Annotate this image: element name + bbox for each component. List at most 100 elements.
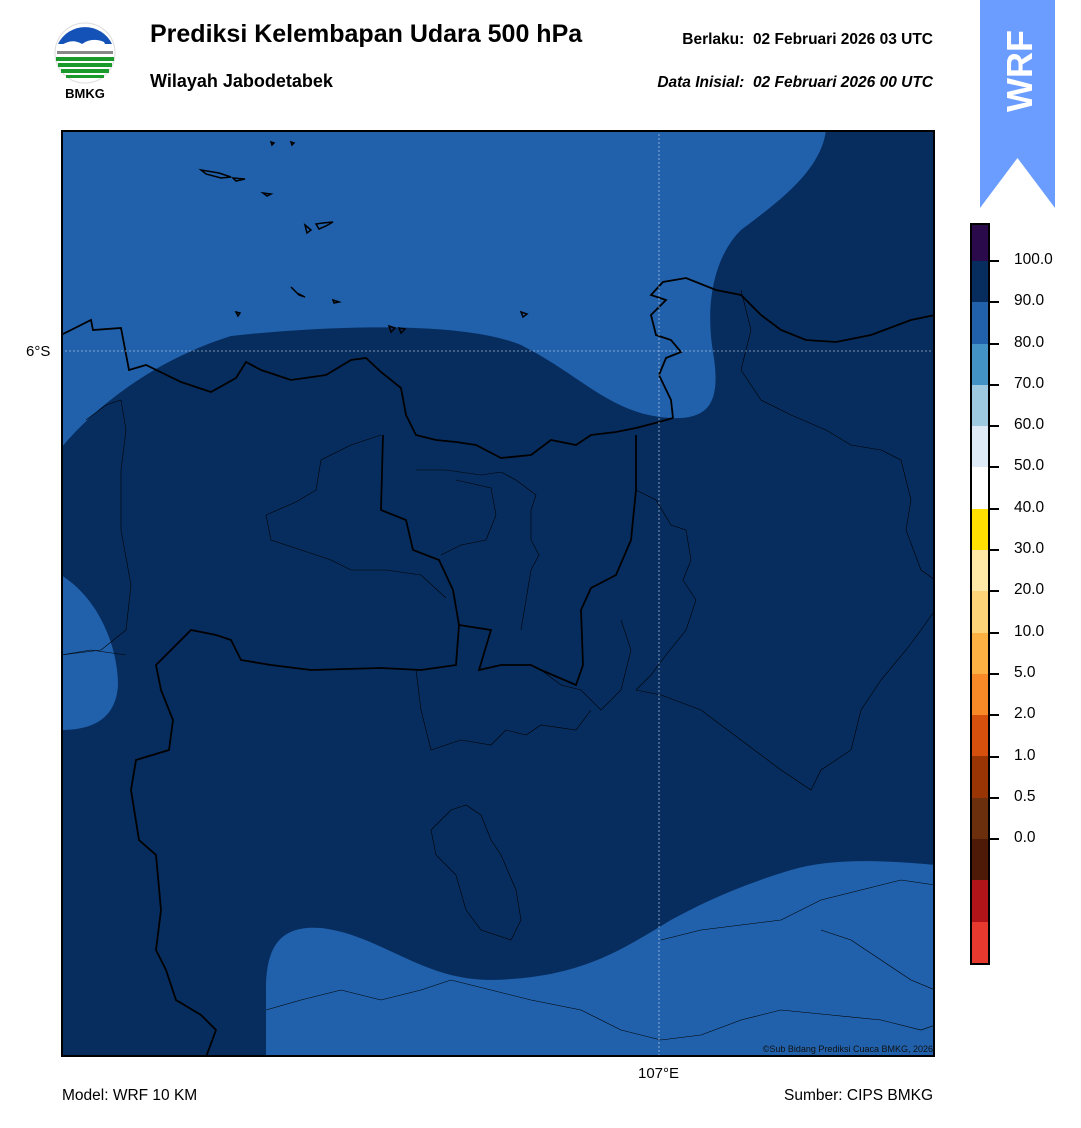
island	[314, 221, 334, 230]
island	[234, 310, 242, 318]
colorbar-segment	[972, 225, 988, 261]
colorbar-label: 20.0	[1014, 581, 1045, 599]
colorbar-tick	[990, 301, 999, 304]
district-border	[820, 929, 935, 991]
colorbar-segment	[972, 591, 988, 633]
island	[269, 140, 276, 147]
colorbar-label: 1.0	[1014, 746, 1036, 764]
island	[303, 222, 313, 235]
colorbar-segment	[972, 715, 988, 757]
colorbar-label: 70.0	[1014, 374, 1045, 392]
colorbar-tick	[990, 342, 999, 345]
district-border	[61, 399, 132, 656]
district-border	[635, 609, 935, 791]
colorbar-label: 90.0	[1014, 292, 1045, 310]
init-time-value: 02 Februari 2026 00 UTC	[752, 74, 933, 91]
region-subtitle: Wilayah Jabodetabek	[150, 71, 333, 91]
page-title: Prediksi Kelembapan Udara 500 hPa	[150, 20, 583, 48]
colorbar-label: 5.0	[1014, 663, 1036, 681]
colorbar-segment	[972, 797, 988, 839]
colorbar-tick	[990, 631, 999, 634]
district-border	[635, 489, 697, 691]
island	[198, 168, 232, 179]
east-coastline	[649, 277, 935, 419]
model-label: Model: WRF 10 KM	[62, 1087, 198, 1104]
district-border	[415, 669, 592, 751]
colorbar-label: 0.0	[1014, 829, 1036, 847]
district-border	[416, 469, 540, 631]
district-border	[430, 804, 522, 941]
colorbar-tick	[990, 425, 999, 428]
colorbar-label: 50.0	[1014, 457, 1045, 475]
valid-time: Berlaku: 02 Februari 2026 03 UTC	[682, 31, 933, 49]
source-label: Sumber: CIPS BMKG	[783, 1087, 933, 1104]
district-border	[740, 289, 935, 581]
colorbar-tick	[990, 590, 999, 593]
island	[519, 310, 529, 319]
colorbar-tick	[990, 466, 999, 469]
colorbar-segment	[972, 880, 988, 922]
district-border	[61, 649, 127, 656]
district-border	[660, 879, 935, 941]
map-panel	[61, 130, 935, 1057]
init-time-label: Data Inisial:	[657, 74, 745, 91]
district-border	[440, 479, 497, 556]
valid-time-label: Berlaku:	[682, 31, 745, 48]
colorbar-segment	[972, 921, 988, 963]
colorbar-tick	[990, 672, 999, 675]
district-border	[265, 979, 935, 1041]
wrf-banner-text: WRF	[999, 30, 1040, 112]
island	[289, 140, 296, 147]
province-border-west	[130, 434, 460, 1057]
colorbar-tick	[990, 796, 999, 799]
colorbar-tick	[990, 383, 999, 386]
colorbar-tick	[990, 549, 999, 552]
colorbar-segment	[972, 508, 988, 550]
province-border-jakarta	[458, 435, 637, 687]
latitude-label: 6°S	[26, 343, 51, 360]
island	[231, 177, 246, 182]
colorbar-segment	[972, 426, 988, 468]
district-border	[265, 434, 447, 599]
colorbar-tick	[990, 755, 999, 758]
colorbar-segment	[972, 302, 988, 344]
colorbar	[970, 223, 990, 965]
colorbar-segment	[972, 632, 988, 674]
island	[331, 298, 342, 304]
valid-time-value: 02 Februari 2026 03 UTC	[752, 31, 933, 48]
init-time: Data Inisial: 02 Februari 2026 00 UTC	[657, 74, 933, 92]
colorbar-label: 2.0	[1014, 705, 1036, 723]
colorbar-label: 40.0	[1014, 498, 1045, 516]
colorbar-label: 80.0	[1014, 333, 1045, 351]
colorbar-label: 30.0	[1014, 540, 1045, 558]
colorbar-label: 10.0	[1014, 622, 1045, 640]
colorbar-label: 100.0	[1014, 251, 1053, 268]
island	[387, 324, 397, 334]
map-border	[61, 130, 935, 1057]
longitude-label: 107°E	[638, 1065, 680, 1082]
wrf-banner: WRF	[980, 0, 1055, 208]
north-coastline	[61, 318, 674, 459]
island	[260, 191, 274, 197]
island	[397, 327, 407, 335]
colorbar-tick	[990, 507, 999, 510]
colorbar-label: 60.0	[1014, 416, 1045, 434]
island	[290, 286, 306, 298]
colorbar-tick	[990, 714, 999, 717]
colorbar-tick	[990, 838, 999, 841]
humidity-90-100-area	[61, 130, 935, 1057]
map-copyright: ©Sub Bidang Prediksi Cuaca BMKG, 2026	[762, 1044, 933, 1054]
colorbar-label: 0.5	[1014, 787, 1036, 805]
colorbar-segment	[972, 838, 988, 881]
colorbar-tick	[990, 260, 999, 262]
colorbar-segment	[972, 343, 988, 385]
colorbar-segment	[972, 756, 988, 798]
colorbar-segment	[972, 467, 988, 509]
district-border	[540, 619, 632, 711]
colorbar-segment	[972, 384, 988, 427]
colorbar-segment	[972, 549, 988, 592]
bmkg-logo-text: BMKG	[65, 86, 105, 101]
bmkg-logo-icon: BMKG	[54, 22, 116, 101]
colorbar-segment	[972, 261, 988, 303]
colorbar-segment	[972, 673, 988, 716]
